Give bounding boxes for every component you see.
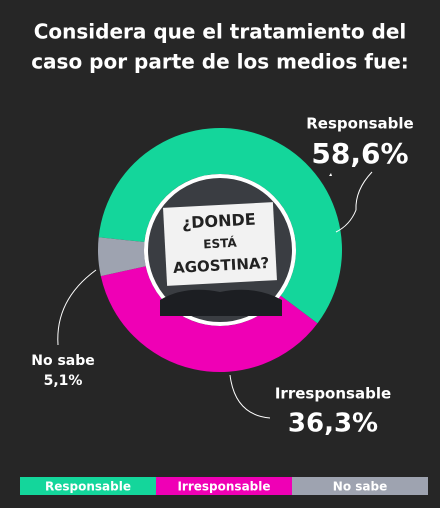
sign-text: ESTÁ [203, 235, 238, 252]
legend-swatch [156, 477, 292, 495]
slice-label: Responsable [306, 115, 413, 133]
value-label: 36,3% [288, 409, 378, 439]
arrow [335, 171, 373, 233]
slice-label: Irresponsable [275, 385, 391, 403]
pie-slice [98, 237, 146, 277]
legend-label: No sabe [333, 480, 387, 494]
legend-label: Responsable [45, 480, 131, 494]
legend-swatch [20, 477, 156, 495]
legend-label: Irresponsable [177, 480, 270, 494]
chart-title: caso por parte de los medios fue: [31, 50, 409, 74]
sign-text: AGOSTINA? [173, 254, 270, 277]
sign-text: ¿DONDE [181, 210, 256, 233]
pie-slice [98, 127, 343, 324]
value-label: 5,1% [44, 373, 83, 389]
photo-sign [163, 202, 277, 286]
arrow [57, 269, 97, 346]
photo-crowd [160, 289, 282, 316]
slice-label: No sabe [31, 353, 95, 369]
chart-title: Considera que el tratamiento del [34, 20, 407, 44]
legend-swatch [292, 477, 428, 495]
pie-slice [100, 266, 318, 373]
arrow [329, 173, 332, 176]
arrow [229, 374, 271, 419]
value-label: 58,6% [311, 137, 408, 170]
